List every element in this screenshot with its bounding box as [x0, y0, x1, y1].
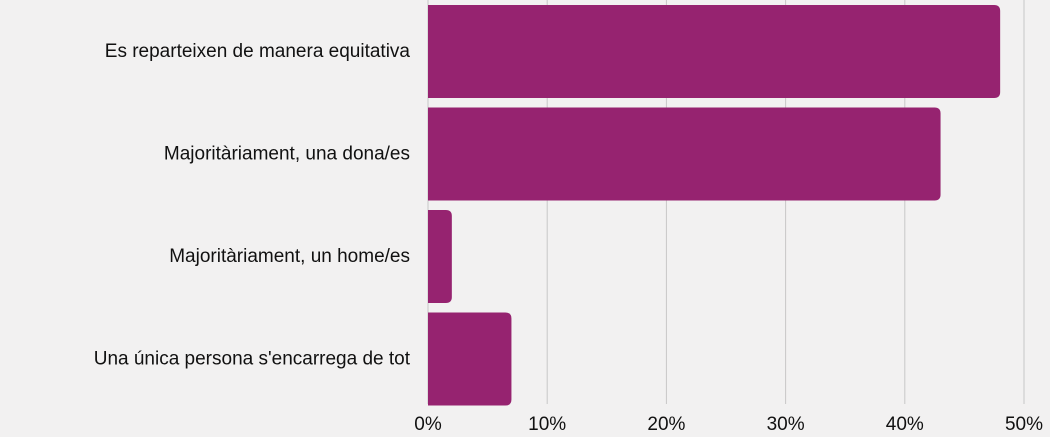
- x-tick-label-40pct: 40%: [886, 414, 924, 435]
- x-tick-label-50pct: 50%: [1005, 414, 1043, 435]
- bar-4: [428, 313, 511, 406]
- x-tick-label-20pct: 20%: [647, 414, 685, 435]
- category-label-3: Majoritàriament, un home/es: [169, 246, 410, 267]
- x-tick-label-30pct: 30%: [767, 414, 805, 435]
- category-label-1: Es reparteixen de manera equitativa: [105, 41, 411, 62]
- bar-3: [428, 210, 452, 303]
- bar-2: [428, 108, 941, 201]
- category-label-4: Una única persona s'encarrega de tot: [94, 349, 411, 370]
- category-label-2: Majoritàriament, una dona/es: [164, 144, 410, 165]
- x-tick-label-0pct: 0%: [414, 414, 442, 435]
- bar-1: [428, 5, 1000, 98]
- x-axis-ticks: 0% 10% 20% 30% 40% 50%: [414, 414, 1043, 435]
- x-tick-label-10pct: 10%: [528, 414, 566, 435]
- bars: [428, 5, 1000, 406]
- category-labels: Es reparteixen de manera equitativa Major…: [94, 41, 411, 370]
